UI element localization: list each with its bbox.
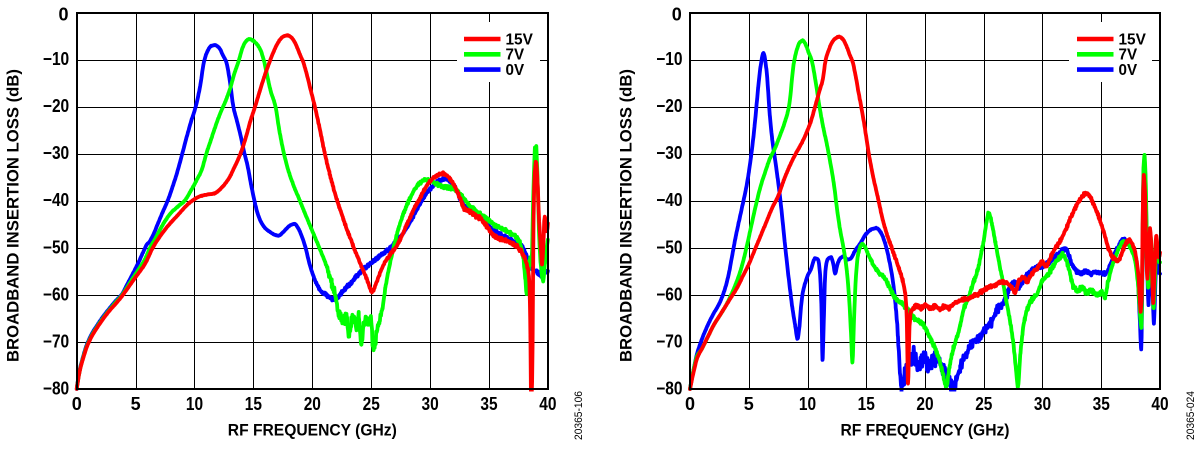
svg-text:25: 25 [363,394,380,414]
svg-text:−80: −80 [656,378,682,398]
svg-text:RF FREQUENCY (GHz): RF FREQUENCY (GHz) [228,421,397,440]
svg-text:40: 40 [1151,394,1168,414]
svg-text:−70: −70 [43,331,69,351]
svg-text:0: 0 [58,4,68,24]
svg-text:0: 0 [672,4,682,24]
svg-text:−70: −70 [656,331,682,351]
svg-text:0V: 0V [1119,62,1138,79]
svg-text:5: 5 [131,394,141,414]
svg-text:10: 10 [799,394,816,414]
svg-text:−10: −10 [656,49,682,69]
svg-text:−60: −60 [656,284,682,304]
svg-text:15V: 15V [506,31,534,48]
svg-text:35: 35 [1093,394,1110,414]
svg-text:30: 30 [422,394,439,414]
svg-text:0V: 0V [506,62,525,79]
svg-text:10: 10 [186,394,203,414]
svg-text:−20: −20 [656,96,682,116]
svg-text:0: 0 [72,394,82,414]
svg-text:15V: 15V [1119,31,1147,48]
svg-text:−50: −50 [43,237,69,257]
svg-text:5: 5 [744,394,754,414]
svg-text:−40: −40 [43,190,69,210]
svg-text:BROADBAND INSERTION LOSS (dB): BROADBAND INSERTION LOSS (dB) [617,69,636,362]
svg-text:−80: −80 [43,378,69,398]
svg-text:RF FREQUENCY (GHz): RF FREQUENCY (GHz) [841,421,1010,440]
svg-text:−20: −20 [43,96,69,116]
svg-text:25: 25 [975,394,992,414]
svg-text:20365-106: 20365-106 [573,391,585,440]
svg-text:30: 30 [1034,394,1051,414]
svg-text:20: 20 [916,394,933,414]
svg-text:BROADBAND INSERTION LOSS (dB): BROADBAND INSERTION LOSS (dB) [4,69,23,362]
svg-text:−30: −30 [656,143,682,163]
svg-text:−40: −40 [656,190,682,210]
svg-text:20: 20 [304,394,321,414]
svg-text:7V: 7V [1119,47,1138,64]
svg-text:0: 0 [685,394,695,414]
svg-text:7V: 7V [506,47,525,64]
svg-text:−30: −30 [43,143,69,163]
svg-text:15: 15 [858,394,875,414]
svg-text:15: 15 [245,394,262,414]
svg-text:−50: −50 [656,237,682,257]
svg-text:20365-024: 20365-024 [1185,391,1197,440]
svg-text:−60: −60 [43,284,69,304]
svg-text:40: 40 [539,394,556,414]
svg-text:35: 35 [480,394,497,414]
svg-text:−10: −10 [43,49,69,69]
